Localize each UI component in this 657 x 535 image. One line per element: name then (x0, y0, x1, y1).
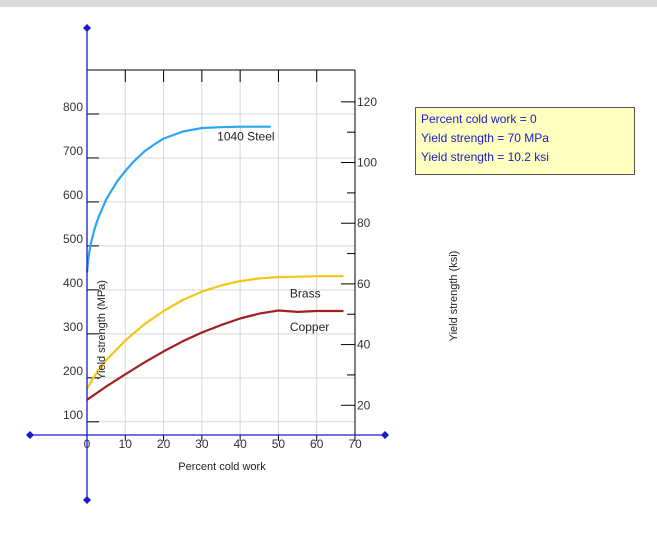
y2-tick-label: 60 (357, 277, 371, 291)
top-bar (0, 0, 657, 7)
bottom-drag-handle[interactable] (83, 496, 91, 504)
y-tick-label: 400 (63, 276, 83, 290)
axes (86, 69, 356, 441)
x-tick-label: 10 (119, 437, 133, 451)
copper-curve (86, 309, 344, 401)
y2-tick-label: 20 (357, 398, 371, 412)
y-tick-label: 200 (63, 364, 83, 378)
y2-tick-label: 120 (357, 95, 377, 109)
brass-curve (86, 275, 344, 390)
readout-yield-mpa: Yield strength = 70 MPa (421, 131, 549, 145)
readout-cold-work: Percent cold work = 0 (421, 112, 537, 126)
curves (85, 125, 344, 401)
y-axis-title: Yield strength (MPa) (96, 280, 108, 380)
x-axis-title: Percent cold work (178, 461, 266, 473)
1040-steel-curve (85, 125, 271, 273)
top-drag-handle[interactable] (83, 24, 91, 32)
x-tick-label: 50 (272, 437, 286, 451)
brass-label: Brass (290, 286, 321, 300)
y-tick-label: 300 (63, 320, 83, 334)
x-tick-label: 40 (233, 437, 247, 451)
tick-labels: 0102030405060701002003004005006007008002… (63, 95, 377, 451)
readout-yield-ksi: Yield strength = 10.2 ksi (421, 150, 549, 164)
right-drag-handle[interactable] (381, 431, 389, 439)
curve-labels: 1040 Steel Brass Copper (217, 129, 329, 334)
y-tick-label: 500 (63, 232, 83, 246)
drag-handles[interactable] (26, 24, 389, 504)
y-tick-label: 100 (63, 408, 83, 422)
y-tick-label: 800 (63, 100, 83, 114)
y-tick-label: 600 (63, 188, 83, 202)
copper-label: Copper (290, 320, 329, 334)
x-tick-label: 20 (157, 437, 171, 451)
readout-panel: Percent cold work = 0 Yield strength = 7… (415, 107, 635, 175)
y2-tick-label: 100 (357, 156, 377, 170)
1040-steel-label: 1040 Steel (217, 129, 274, 143)
x-tick-label: 60 (310, 437, 324, 451)
y2-axis-title: Yield strength (ksi) (448, 251, 460, 342)
y-tick-label: 700 (63, 144, 83, 158)
y2-tick-label: 80 (357, 216, 371, 230)
grid-lines (87, 70, 356, 435)
x-tick-label: 70 (348, 437, 362, 451)
x-tick-label: 30 (195, 437, 209, 451)
left-drag-handle[interactable] (26, 431, 34, 439)
y2-tick-label: 40 (357, 338, 371, 352)
